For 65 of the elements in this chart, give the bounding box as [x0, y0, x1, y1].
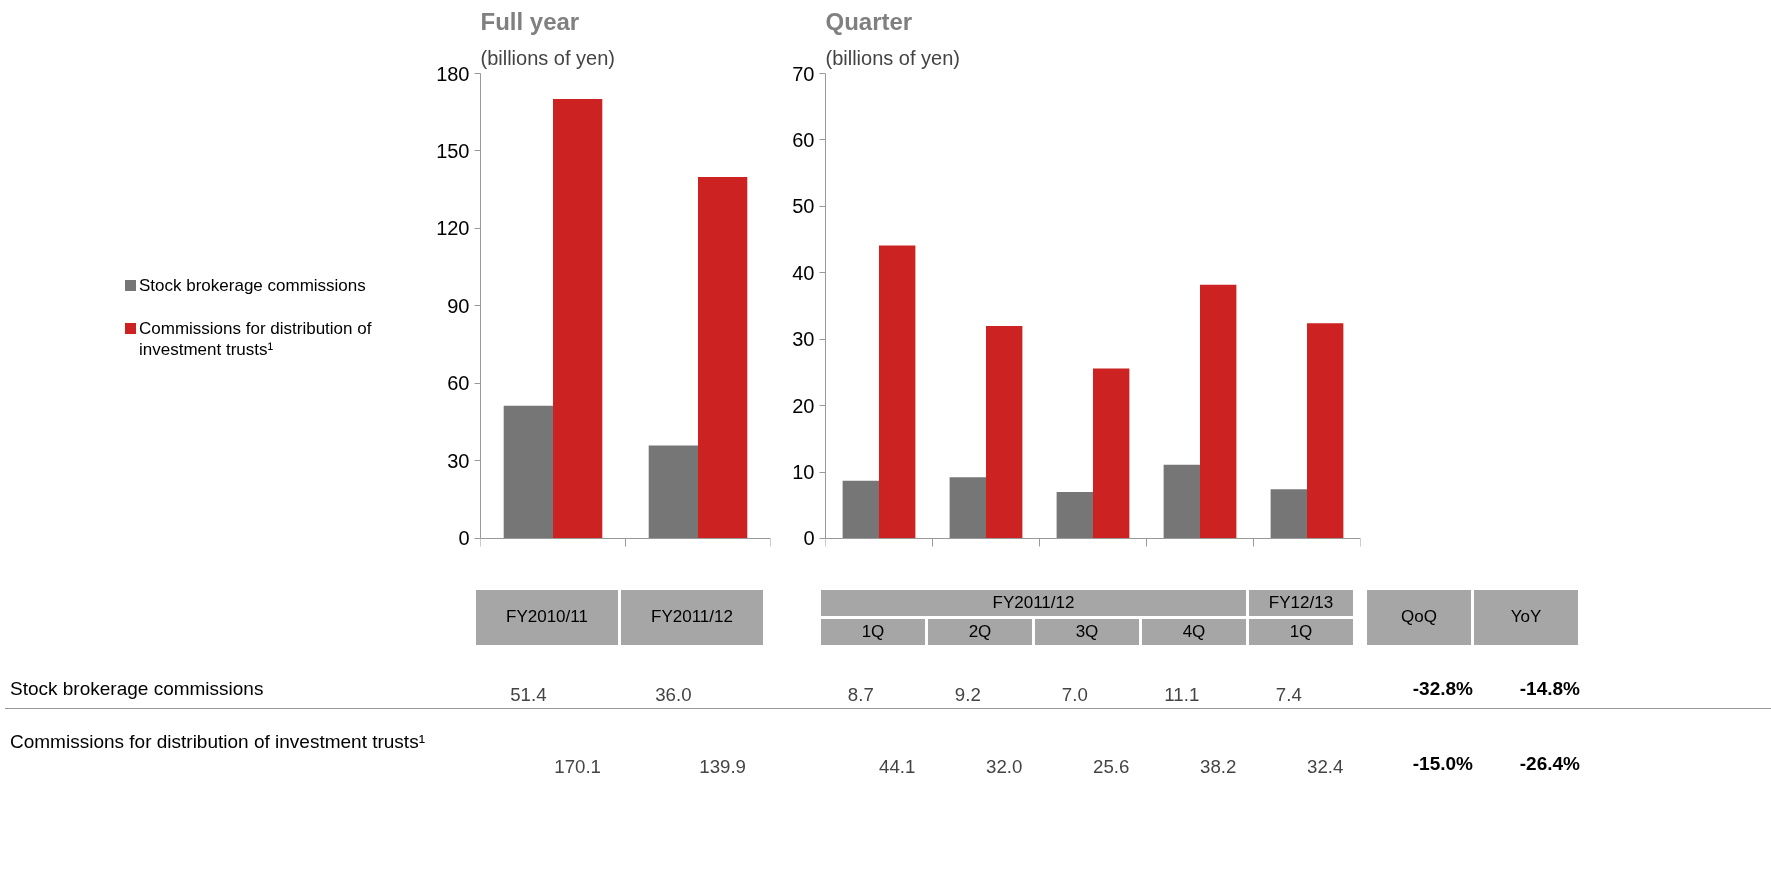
- bar: [1093, 368, 1130, 539]
- data-label: 51.4: [510, 683, 547, 705]
- bar: [842, 480, 879, 539]
- text: Commissions for distribution of investment trusts¹: [10, 731, 425, 752]
- data-label: 7.4: [1275, 683, 1302, 705]
- text: Stock brokerage commissions: [10, 678, 264, 699]
- text: YoY: [1474, 590, 1578, 645]
- x-tick-label: 1Q: [821, 619, 925, 645]
- y-tick-label: 60: [792, 128, 815, 151]
- bar: [553, 99, 603, 539]
- bar: [698, 177, 748, 539]
- text: -14.8%: [1518, 677, 1580, 701]
- y-tick-label: 180: [436, 62, 470, 85]
- data-label: 139.9: [699, 756, 746, 778]
- x-tick-label: 4Q: [1142, 619, 1246, 645]
- legend-label: Stock brokerage commissions: [139, 275, 366, 296]
- text: QoQ: [1367, 590, 1471, 645]
- x-tick-label: FY2011/12: [621, 590, 763, 645]
- bar: [986, 325, 1023, 539]
- data-label: 32.4: [1307, 756, 1344, 778]
- bar: [1270, 489, 1307, 539]
- data-label: 9.2: [954, 683, 981, 705]
- y-tick-label: 0: [458, 527, 470, 550]
- data-label: 32.0: [986, 756, 1023, 778]
- y-tick-label: 120: [436, 217, 470, 240]
- x-tick-label: 3Q: [1035, 619, 1139, 645]
- y-tick-label: 0: [803, 527, 815, 550]
- bar: [949, 477, 986, 539]
- bar: [503, 405, 553, 539]
- chart-title: Quarter: [825, 7, 913, 35]
- x-tick-label: FY2010/11: [476, 590, 618, 645]
- text: -32.8%: [1411, 677, 1473, 701]
- data-label: 11.1: [1164, 683, 1200, 705]
- y-tick-label: 40: [792, 261, 815, 284]
- x-tick-label: 1Q: [1249, 619, 1353, 645]
- y-axis-title: (billions of yen): [480, 46, 616, 69]
- y-tick-label: 30: [792, 328, 815, 351]
- x-tick-label: 2Q: [928, 619, 1032, 645]
- text: FY12/13: [1249, 590, 1353, 616]
- data-label: 8.7: [847, 683, 874, 705]
- bar: [1163, 464, 1200, 539]
- data-label: 170.1: [554, 756, 601, 778]
- y-tick-label: 30: [447, 449, 470, 472]
- y-tick-label: 60: [447, 372, 470, 395]
- data-label: 38.2: [1200, 756, 1237, 778]
- y-tick-label: 20: [792, 394, 815, 417]
- data-label: 36.0: [655, 683, 692, 705]
- legend-label: Commissions for distribution of investment trusts¹: [139, 318, 373, 360]
- text: -15.0%: [1411, 752, 1473, 776]
- y-tick-label: 150: [436, 139, 470, 162]
- chart-title: Full year: [480, 7, 580, 35]
- bar: [1307, 323, 1344, 539]
- text: -26.4%: [1518, 752, 1580, 776]
- y-tick-label: 50: [792, 195, 815, 218]
- y-axis-title: (billions of yen): [825, 46, 961, 69]
- y-tick-label: 70: [792, 62, 815, 85]
- y-tick-label: 10: [792, 461, 815, 483]
- bar: [1200, 284, 1237, 539]
- y-tick-label: 90: [447, 294, 470, 317]
- data-label: 44.1: [879, 756, 916, 778]
- bar: [1056, 491, 1093, 539]
- bar: [879, 245, 916, 539]
- data-label: 7.0: [1061, 683, 1088, 705]
- bar: [648, 445, 698, 539]
- data-label: 25.6: [1093, 756, 1130, 778]
